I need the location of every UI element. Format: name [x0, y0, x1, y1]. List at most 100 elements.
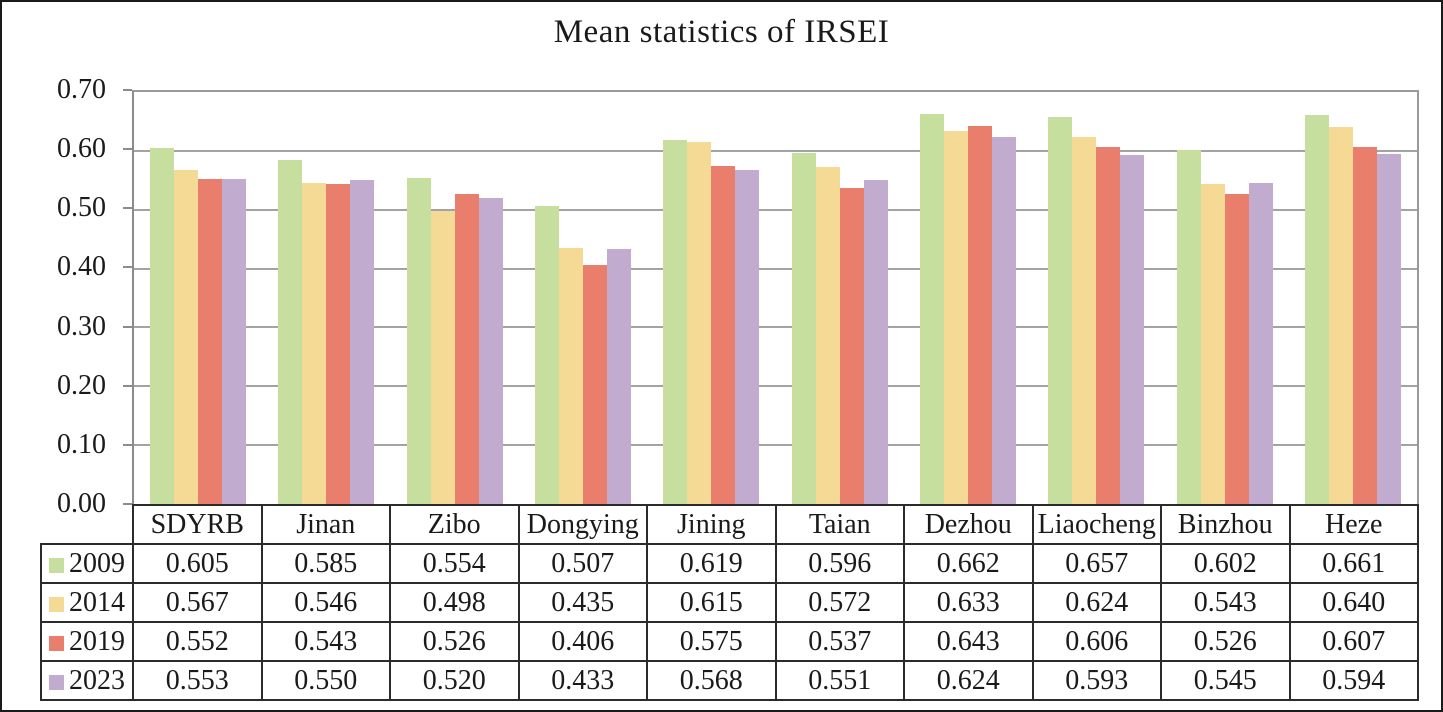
- cell-2019-dezhou: 0.643: [903, 621, 1034, 662]
- bar-2009-binzhou: [1176, 149, 1201, 504]
- gridline: [134, 208, 1417, 211]
- y-tick-label: 0.60: [57, 133, 106, 165]
- cell-2009-taian: 0.596: [774, 543, 905, 584]
- bar-2019-jinan: [326, 184, 351, 504]
- y-tick-mark: [123, 443, 132, 446]
- cell-2009-liaocheng: 0.657: [1031, 543, 1162, 584]
- row-header-2009: 2009: [40, 543, 134, 584]
- column-header-sdyrb: SDYRB: [132, 504, 263, 545]
- bar-group-taian: [775, 92, 903, 504]
- cell-2014-heze: 0.640: [1288, 582, 1419, 623]
- y-tick-label: 0.70: [57, 74, 106, 105]
- bar-2009-dongying: [535, 205, 560, 504]
- cell-2023-dongying: 0.433: [517, 660, 648, 701]
- cell-2019-jinan: 0.543: [260, 621, 391, 662]
- y-tick-label: 0.50: [57, 192, 106, 224]
- bar-2023-dezhou: [991, 136, 1016, 504]
- y-tick-mark: [123, 266, 132, 269]
- cell-2014-zibo: 0.498: [389, 582, 520, 623]
- bar-group-liaocheng: [1032, 92, 1160, 504]
- column-header-liaocheng: Liaocheng: [1031, 504, 1162, 545]
- bar-group-sdyrb: [134, 92, 262, 504]
- bar-2014-dezhou: [943, 131, 968, 504]
- bar-2023-taian: [863, 179, 888, 504]
- cell-2019-taian: 0.537: [774, 621, 905, 662]
- cell-2014-jining: 0.615: [646, 582, 777, 623]
- bar-2009-jining: [663, 139, 688, 504]
- column-header-dongying: Dongying: [517, 504, 648, 545]
- cell-2023-taian: 0.551: [774, 660, 905, 701]
- cell-2019-dongying: 0.406: [517, 621, 648, 662]
- column-header-taian: Taian: [774, 504, 905, 545]
- bar-2014-dongying: [559, 247, 584, 504]
- table-row-2023: 2023 0.553 0.550 0.520 0.433 0.568 0.551 0.624 0…: [40, 660, 1419, 701]
- bar-2014-binzhou: [1200, 184, 1225, 504]
- y-tick-mark: [123, 207, 132, 210]
- bar-group-heze: [1289, 92, 1417, 504]
- legend-key-2009: [49, 557, 64, 573]
- cell-2009-heze: 0.661: [1288, 543, 1419, 584]
- y-tick-label: 0.20: [57, 369, 106, 401]
- cell-2019-jining: 0.575: [646, 621, 777, 662]
- y-tick-mark: [123, 89, 132, 91]
- bar-2014-taian: [815, 167, 840, 504]
- bar-group-dongying: [519, 92, 647, 504]
- bar-group-jining: [647, 92, 775, 504]
- cell-2023-heze: 0.594: [1288, 660, 1419, 701]
- cell-2009-binzhou: 0.602: [1160, 543, 1291, 584]
- bar-2023-jinan: [350, 180, 375, 504]
- gridline: [134, 444, 1417, 447]
- cell-2014-binzhou: 0.543: [1160, 582, 1291, 623]
- cell-2023-dezhou: 0.624: [903, 660, 1034, 701]
- gridline: [134, 326, 1417, 329]
- cell-2014-liaocheng: 0.624: [1031, 582, 1162, 623]
- cell-2009-jining: 0.619: [646, 543, 777, 584]
- row-header-2014: 2014: [40, 582, 134, 623]
- cell-2023-liaocheng: 0.593: [1031, 660, 1162, 701]
- gridline: [134, 267, 1417, 270]
- y-tick-label: 0.30: [57, 310, 106, 342]
- cell-2019-heze: 0.607: [1288, 621, 1419, 662]
- bar-group-dezhou: [904, 92, 1032, 504]
- row-label-2019: 2019: [69, 625, 125, 657]
- cell-2009-dezhou: 0.662: [903, 543, 1034, 584]
- y-axis: 0.70 0.60 0.50 0.40 0.30 0.20 0.10 0.00: [2, 76, 132, 518]
- bar-group-zibo: [391, 92, 519, 504]
- y-tick-label: 0.40: [57, 251, 106, 283]
- bar-group-jinan: [262, 92, 390, 504]
- bar-2014-liaocheng: [1072, 136, 1097, 504]
- cell-2019-binzhou: 0.526: [1160, 621, 1291, 662]
- bar-2023-liaocheng: [1120, 154, 1145, 504]
- bar-2014-sdyrb: [174, 170, 199, 504]
- bar-2019-liaocheng: [1096, 147, 1121, 504]
- bar-groups: [134, 92, 1417, 504]
- cell-2023-jining: 0.568: [646, 660, 777, 701]
- cell-2014-dezhou: 0.633: [903, 582, 1034, 623]
- cell-2014-taian: 0.572: [774, 582, 905, 623]
- row-label-2023: 2023: [69, 664, 125, 696]
- cell-2009-sdyrb: 0.605: [132, 543, 263, 584]
- bar-2009-zibo: [406, 177, 431, 504]
- table-row-2014: 2014 0.567 0.546 0.498 0.435 0.615 0.572 0.633 0…: [40, 582, 1419, 623]
- row-label-2009: 2009: [69, 547, 125, 579]
- bar-2019-taian: [839, 187, 864, 504]
- y-tick-mark: [123, 325, 132, 328]
- cell-2019-sdyrb: 0.552: [132, 621, 263, 662]
- bar-2009-taian: [791, 153, 816, 504]
- cell-2014-sdyrb: 0.567: [132, 582, 263, 623]
- bar-2009-jinan: [278, 159, 303, 504]
- bar-2014-jining: [687, 142, 712, 504]
- bar-2009-sdyrb: [150, 147, 175, 504]
- bar-2019-binzhou: [1224, 194, 1249, 504]
- y-tick-mark: [123, 503, 132, 505]
- bar-2014-zibo: [430, 210, 455, 504]
- cell-2019-zibo: 0.526: [389, 621, 520, 662]
- table-row-2019: 2019 0.552 0.543 0.526 0.406 0.575 0.537 0.643 0…: [40, 621, 1419, 662]
- column-header-dezhou: Dezhou: [903, 504, 1034, 545]
- row-label-2014: 2014: [69, 586, 125, 618]
- bar-2023-dongying: [607, 249, 632, 504]
- bar-2019-zibo: [454, 194, 479, 504]
- gridline: [134, 149, 1417, 152]
- bar-2023-binzhou: [1248, 183, 1273, 504]
